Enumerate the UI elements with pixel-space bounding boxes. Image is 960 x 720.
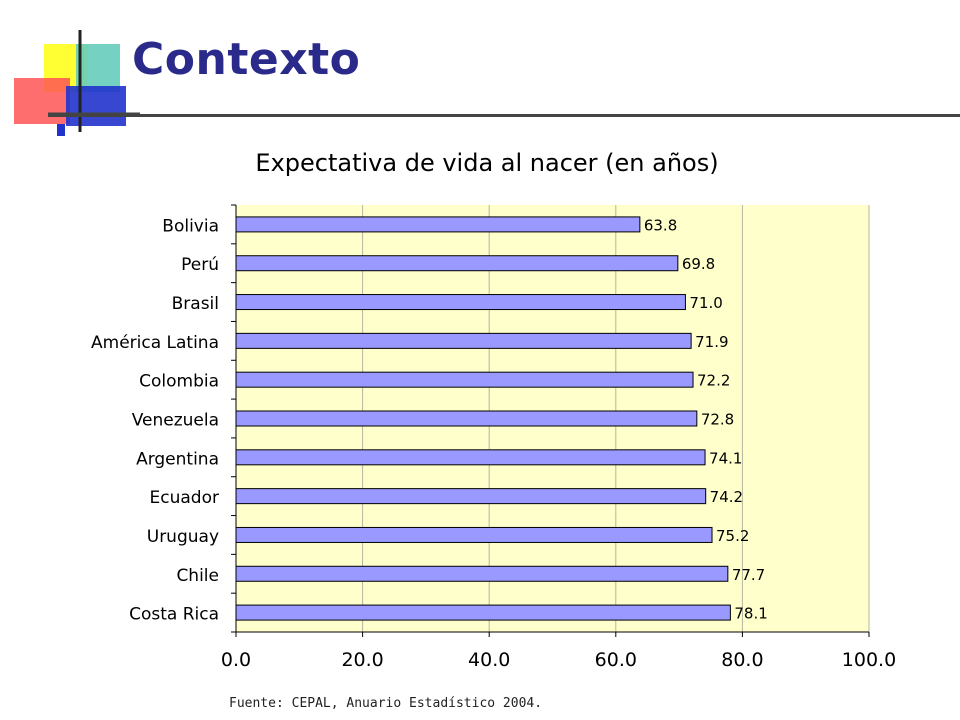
category-label: Brasil (172, 294, 219, 314)
category-label: Costa Rica (129, 605, 219, 625)
category-label: Chile (176, 566, 219, 586)
x-tick-label: 0.0 (221, 649, 251, 671)
category-label: Uruguay (147, 527, 219, 547)
category-label: Argentina (136, 449, 219, 469)
bar-10 (235, 604, 731, 621)
logo-blue-square (66, 86, 126, 126)
bar-value-label: 71.9 (695, 333, 728, 351)
category-label: Venezuela (132, 411, 219, 431)
category-label: Colombia (139, 372, 219, 392)
bar-8 (235, 526, 713, 543)
bar-value-label: 72.8 (701, 411, 734, 429)
slide-title: Contexto (132, 34, 361, 85)
bar-value-label: 78.1 (734, 605, 767, 623)
bar-value-label: 71.0 (689, 294, 722, 312)
x-tick-label: 100.0 (842, 649, 896, 671)
bar-value-label: 77.7 (732, 566, 765, 584)
bar-5 (235, 410, 698, 427)
bar-6 (235, 449, 706, 466)
x-tick-label: 40.0 (468, 649, 510, 671)
bar-4 (235, 371, 694, 388)
bar-0 (235, 216, 641, 233)
bar-value-label: 69.8 (682, 255, 715, 273)
category-label: América Latina (91, 333, 219, 353)
title-underline (48, 114, 960, 117)
category-label: Ecuador (150, 488, 219, 508)
x-tick-label: 80.0 (721, 649, 763, 671)
logo-teal-square (76, 44, 120, 92)
bar-value-label: 74.2 (710, 488, 743, 506)
bar-1 (235, 255, 679, 272)
bar-7 (235, 488, 707, 505)
category-label: Bolivia (162, 216, 219, 236)
x-tick-label: 20.0 (341, 649, 383, 671)
category-label: Perú (181, 255, 219, 275)
bar-value-label: 74.1 (709, 449, 742, 467)
bar-value-label: 72.2 (697, 372, 730, 390)
logo-small-blue-mark (57, 124, 65, 136)
bar-value-label: 63.8 (644, 216, 677, 234)
bar-value-label: 75.2 (716, 527, 749, 545)
chart-title: Expectativa de vida al nacer (en años) (255, 149, 718, 177)
source-note: Fuente: CEPAL, Anuario Estadístico 2004. (229, 696, 543, 711)
bar-2 (235, 294, 686, 311)
x-tick-label: 60.0 (595, 649, 637, 671)
bar-9 (235, 565, 729, 582)
bar-3 (235, 332, 692, 349)
